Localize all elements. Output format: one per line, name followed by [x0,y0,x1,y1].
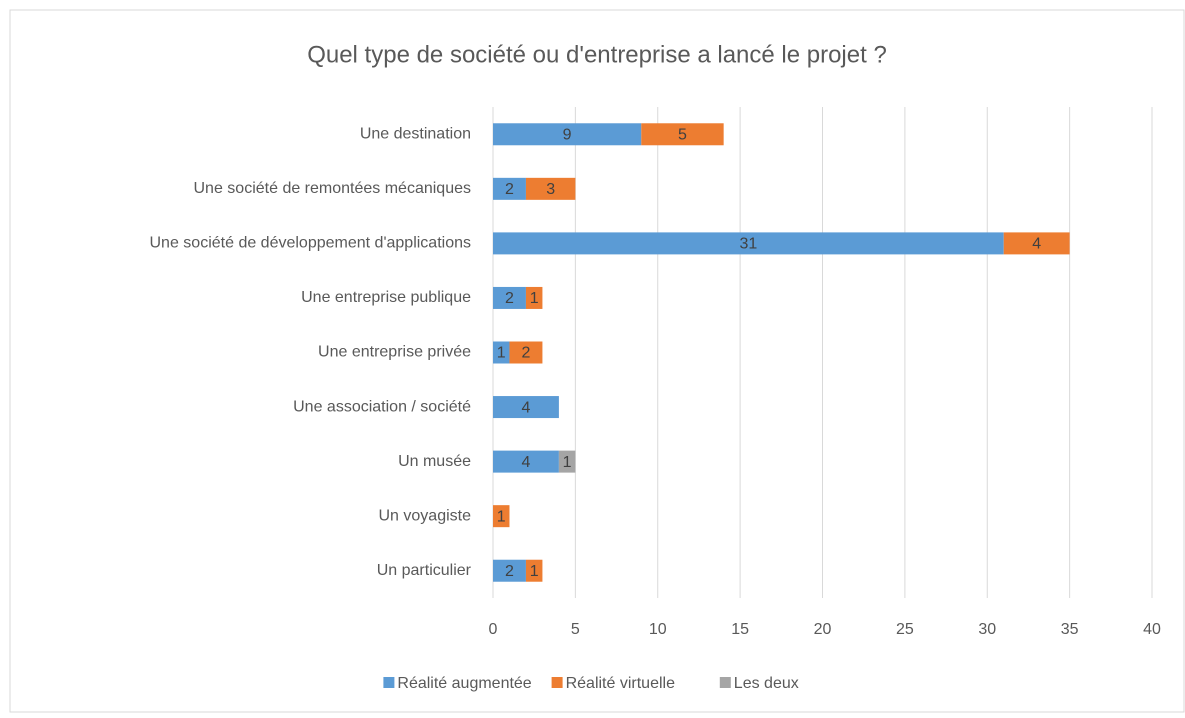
y-tick-label: Une société de développement d'applicati… [150,235,472,252]
x-tick-label: 30 [978,621,996,638]
data-label: 31 [739,236,757,253]
bar-segment [1003,232,1070,255]
x-tick-label: 25 [896,621,914,638]
data-label: 1 [497,345,506,362]
data-label: 1 [497,508,506,525]
data-label: 4 [1032,236,1041,253]
bar-segment [558,450,576,473]
bar-segment [493,396,559,419]
bar-segment [493,505,510,528]
legend-label: Réalité virtuelle [566,675,675,692]
bar-segment [493,286,526,309]
chart-frame [9,9,1185,713]
x-tick-label: 10 [649,621,667,638]
y-tick-label: Une entreprise publique [301,289,471,306]
bar-segment [493,232,1004,255]
legend-label: Les deux [734,675,799,692]
data-label: 3 [546,181,555,198]
data-label: 1 [530,563,539,580]
data-label: 4 [521,454,530,471]
y-tick-label: Une association / société [293,398,471,415]
x-tick-label: 0 [489,621,498,638]
x-tick-label: 40 [1143,621,1161,638]
data-label: 4 [521,399,530,416]
legend-swatch [551,677,563,688]
y-tick-label: Une entreprise privée [318,344,471,361]
legend-swatch [383,677,395,688]
data-label: 9 [563,126,572,143]
data-label: 2 [521,345,530,362]
bar-segment [641,123,724,146]
legend-swatch [719,677,731,688]
x-tick-label: 5 [571,621,580,638]
data-label: 1 [530,290,539,307]
bar-segment [525,177,576,200]
y-tick-label: Une société de remontées mécaniques [194,180,472,197]
bar-segment [493,123,642,146]
x-tick-label: 20 [814,621,832,638]
legend-label: Réalité augmentée [397,675,531,692]
bar-segment [493,341,510,364]
data-label: 1 [563,454,572,471]
data-label: 2 [505,563,514,580]
data-label: 2 [505,290,514,307]
x-tick-label: 35 [1061,621,1079,638]
y-tick-label: Un particulier [377,562,472,579]
bar-segment [493,450,559,473]
bar-segment [493,177,526,200]
bar-segment [525,286,543,309]
y-tick-label: Un voyagiste [379,507,472,524]
x-tick-label: 15 [731,621,749,638]
bar-segment [493,559,526,582]
data-label: 2 [505,181,514,198]
bar-segment [509,341,543,364]
bar-segment [525,559,543,582]
data-label: 5 [678,126,687,143]
chart-title: Quel type de société ou d'entreprise a l… [307,41,887,68]
y-tick-label: Une destination [360,125,471,142]
y-tick-label: Un musée [398,453,471,470]
